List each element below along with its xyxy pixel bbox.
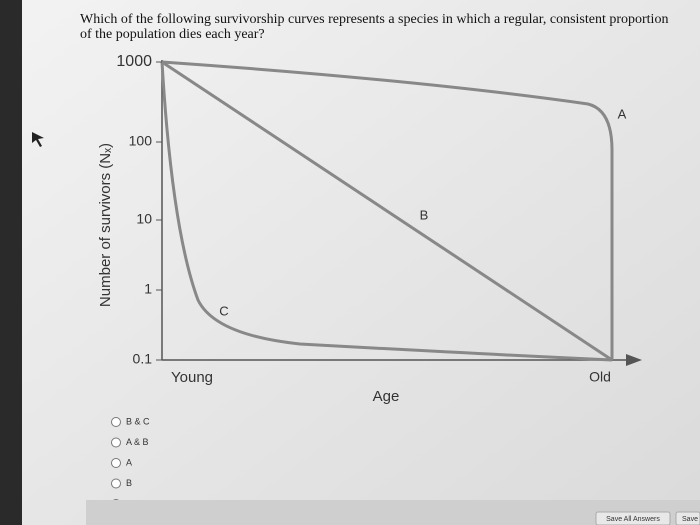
option-label: B (126, 478, 132, 488)
x-start-label: Young (171, 369, 213, 386)
cursor (32, 132, 44, 147)
option-label: A & B (126, 437, 149, 447)
question: Which of the following survivorship curv… (80, 12, 669, 42)
question-box: Which of the following survivorship curv… (80, 12, 669, 42)
y-tick-label: 1 (144, 281, 152, 297)
curve-label: B (420, 207, 429, 222)
x-axis-arrow (626, 354, 642, 366)
radio-button[interactable] (111, 437, 121, 448)
y-tick-label: 1000 (116, 53, 152, 70)
save-button[interactable] (675, 511, 700, 525)
curve-b (161, 60, 613, 362)
y-axis-label: Number of survivors (Nₓ) (97, 143, 114, 307)
figure: Number of survivors (Nₓ) Age Young Old 1… (97, 53, 642, 405)
y-tick-label: 0.1 (133, 351, 153, 367)
radio-button[interactable] (111, 478, 121, 489)
save-text: Save (682, 516, 698, 523)
option-label: A (126, 457, 132, 467)
curve-c (160, 61, 613, 362)
x-axis-label: Age (373, 388, 400, 405)
save-all-button[interactable] (595, 511, 671, 525)
save-all-text: Save All Answers (606, 516, 660, 523)
radio-button[interactable] (111, 417, 121, 427)
y-tick-label: 10 (136, 211, 152, 227)
radio-button[interactable] (111, 458, 121, 468)
curve-a (161, 60, 614, 360)
curve-label: C (219, 303, 228, 318)
curve-label: A (618, 106, 627, 121)
y-tick-label: 100 (129, 133, 153, 149)
screen-bezel (0, 0, 22, 525)
option-label: B & C (126, 416, 150, 426)
x-end-label: Old (589, 369, 611, 385)
